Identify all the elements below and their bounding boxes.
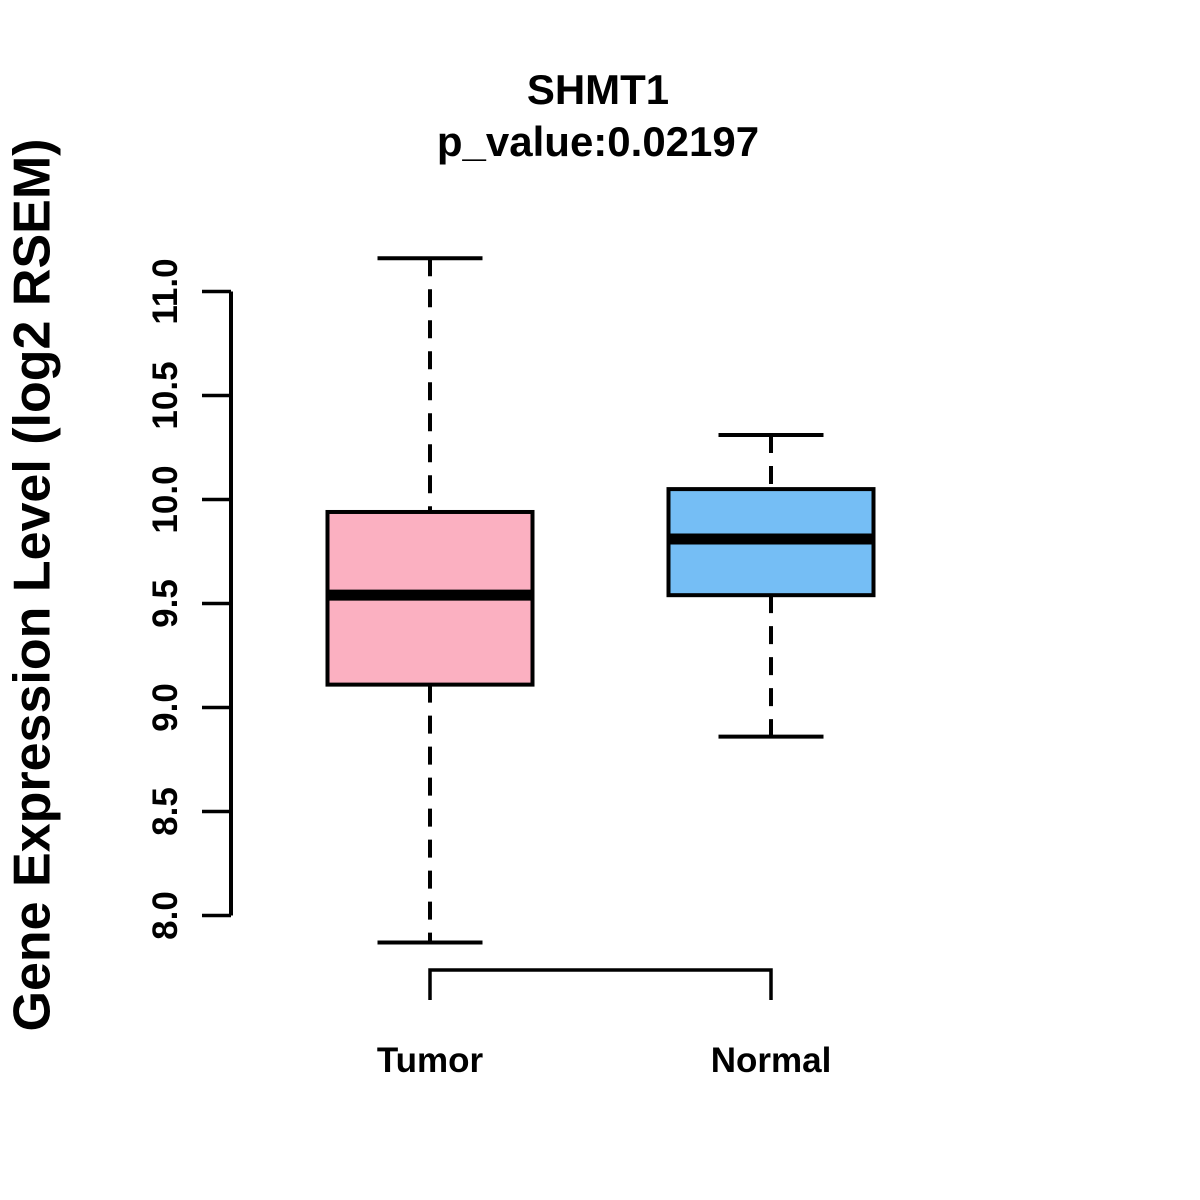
y-axis-tick-label: 8.5 <box>146 787 185 836</box>
y-axis-tick-label: 9.0 <box>146 683 185 732</box>
y-axis-tick-label: 11.0 <box>146 258 185 324</box>
y-axis-tick-label: 10.5 <box>146 361 185 429</box>
x-axis-bracket <box>428 968 773 1000</box>
y-axis-tick-label: 9.5 <box>146 579 185 628</box>
chart-subtitle: p_value:0.02197 <box>436 117 760 165</box>
y-axis-tick-label: 8.0 <box>146 891 185 940</box>
y-axis-tick-label: 10.0 <box>146 465 185 533</box>
x-axis-label-tumor: Tumor <box>377 1041 484 1080</box>
chart-title: SHMT1 <box>526 65 670 113</box>
x-axis-label-normal: Normal <box>711 1041 832 1080</box>
